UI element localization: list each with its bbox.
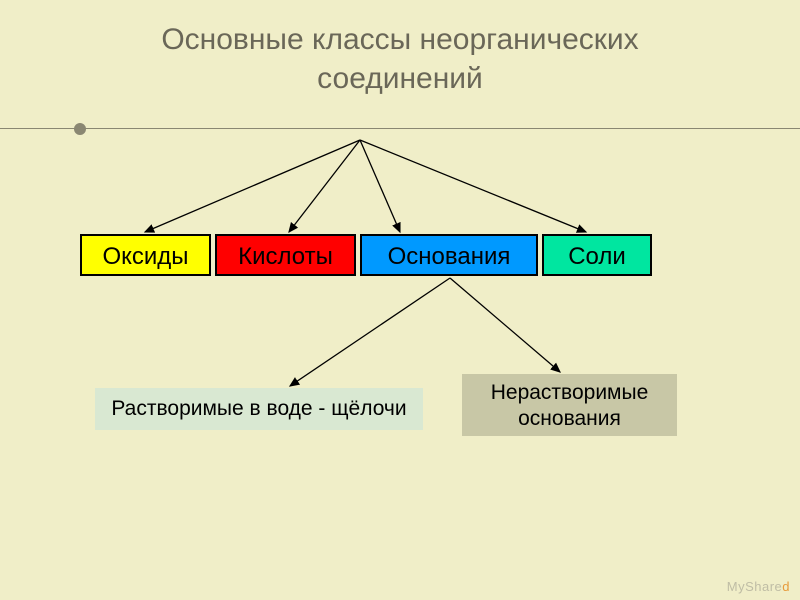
- node-acids-label: Кислоты: [238, 243, 333, 270]
- node-bases: Основания: [360, 234, 538, 276]
- node-bases-label: Основания: [388, 243, 511, 270]
- node-soluble-bases: Растворимые в воде - щёлочи: [95, 388, 423, 430]
- node-salts-label: Соли: [568, 243, 626, 270]
- divider-dot: [74, 123, 86, 135]
- node-soluble-label: Растворимые в воде - щёлочи: [111, 397, 406, 420]
- slide-title: Основные классы неорганических соединени…: [0, 0, 800, 98]
- watermark-accent: d: [782, 579, 790, 594]
- title-line1: Основные классы неорганических: [161, 23, 638, 56]
- node-oxides-label: Оксиды: [102, 243, 188, 270]
- title-divider: [0, 128, 800, 129]
- node-insoluble-bases: Нерастворимые основания: [462, 374, 677, 436]
- watermark-prefix: MyShare: [727, 579, 783, 594]
- node-insoluble-line2: основания: [518, 407, 621, 430]
- watermark: MyShared: [727, 579, 790, 594]
- node-oxides: Оксиды: [80, 234, 211, 276]
- node-salts: Соли: [542, 234, 652, 276]
- node-acids: Кислоты: [215, 234, 356, 276]
- title-line2: соединений: [317, 62, 483, 95]
- node-insoluble-line1: Нерастворимые: [491, 381, 649, 404]
